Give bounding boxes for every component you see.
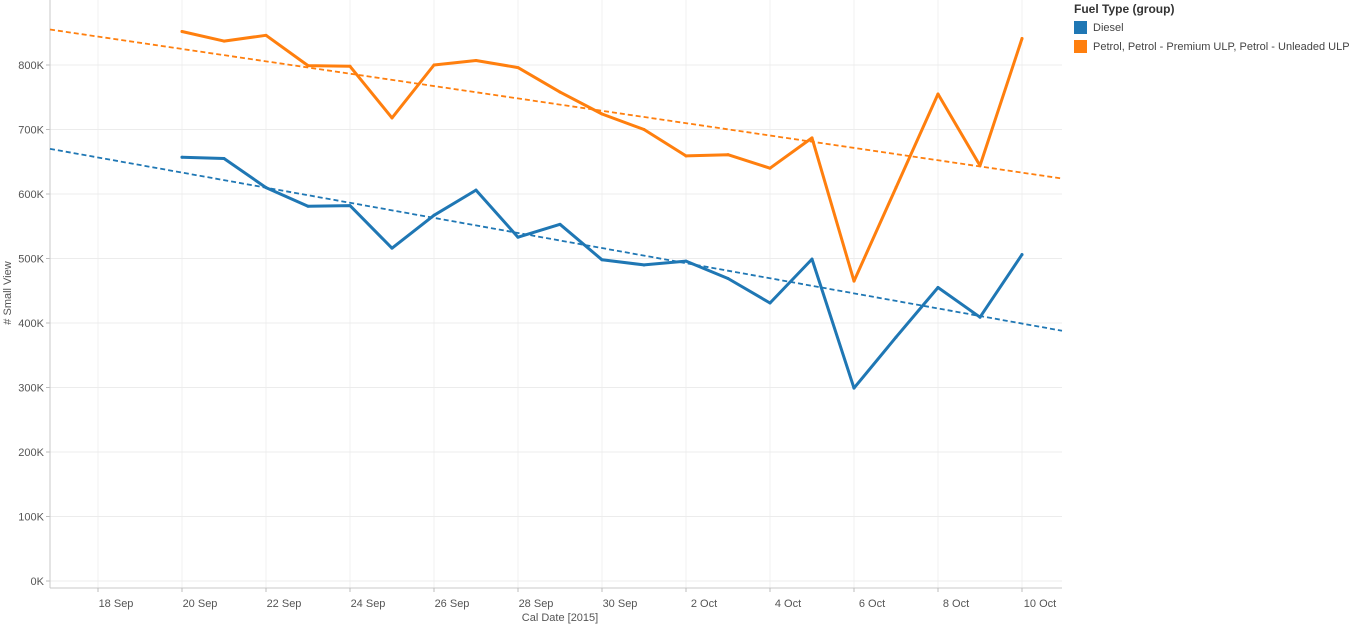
x-tick-label: 10 Oct	[1024, 598, 1056, 610]
data-point	[306, 64, 310, 68]
data-point	[516, 66, 520, 70]
data-point	[474, 58, 478, 62]
legend: Fuel Type (group) Diesel Petrol, Petrol …	[1074, 2, 1357, 56]
trend-line	[49, 147, 1063, 332]
data-point	[306, 204, 310, 208]
data-point	[978, 315, 982, 319]
data-point	[180, 29, 184, 33]
x-tick-label: 28 Sep	[519, 598, 554, 610]
data-point	[810, 136, 814, 140]
data-point	[768, 166, 772, 170]
y-tick-label: 700K	[18, 125, 44, 137]
data-point	[390, 246, 394, 250]
data-point	[894, 335, 898, 339]
y-tick-label: 200K	[18, 447, 44, 459]
x-tick-label: 20 Sep	[183, 598, 218, 610]
data-point	[810, 257, 814, 261]
data-point	[894, 186, 898, 190]
line-chart: 0K 100K 200K 300K 400K 500K 600K 700K 800K 18 Sep…	[2, 0, 1140, 624]
data-point	[936, 92, 940, 96]
y-tick-label: 600K	[18, 189, 44, 201]
data-point	[180, 155, 184, 159]
data-point	[474, 188, 478, 192]
data-point	[768, 301, 772, 305]
x-tick-label: 6 Oct	[859, 598, 885, 610]
y-tick-label: 100K	[18, 512, 44, 524]
data-point	[600, 112, 604, 116]
series-petrol	[49, 28, 1063, 283]
data-point	[264, 33, 268, 37]
y-tick-label: 500K	[18, 254, 44, 266]
data-point	[852, 386, 856, 390]
data-point	[432, 213, 436, 217]
data-point	[558, 222, 562, 226]
x-tick-label: 24 Sep	[351, 598, 386, 610]
data-point	[726, 276, 730, 280]
y-tick-label: 0K	[31, 576, 45, 588]
data-point	[264, 186, 268, 190]
legend-title: Fuel Type (group)	[1074, 2, 1175, 16]
data-point	[684, 259, 688, 263]
data-point	[1020, 37, 1024, 41]
data-point	[600, 258, 604, 262]
legend-label-petrol: Petrol, Petrol - Premium ULP, Petrol - U…	[1093, 40, 1350, 53]
legend-item-petrol[interactable]: Petrol, Petrol - Premium ULP, Petrol - U…	[1074, 37, 1357, 56]
data-point	[432, 63, 436, 67]
x-axis-title: Cal Date [2015]	[522, 612, 598, 624]
data-point	[558, 90, 562, 94]
data-point	[936, 286, 940, 290]
x-tick-label: 18 Sep	[99, 598, 134, 610]
x-tick-label: 2 Oct	[691, 598, 717, 610]
series-diesel	[49, 147, 1063, 390]
data-point	[726, 153, 730, 157]
data-point	[852, 279, 856, 283]
data-point	[516, 235, 520, 239]
chart-area: 0K 100K 200K 300K 400K 500K 600K 700K 800K 18 Sep…	[2, 0, 1140, 624]
legend-swatch-diesel	[1074, 21, 1087, 34]
data-point	[348, 64, 352, 68]
data-point	[684, 154, 688, 158]
y-tick-label: 800K	[18, 60, 44, 72]
x-tick-label: 26 Sep	[435, 598, 470, 610]
data-point	[642, 128, 646, 131]
x-tick-label: 8 Oct	[943, 598, 969, 610]
y-tick-label: 300K	[18, 383, 44, 395]
trend-line	[49, 28, 1063, 180]
data-point	[642, 263, 646, 267]
data-point	[222, 39, 226, 43]
legend-label-diesel: Diesel	[1093, 21, 1124, 34]
legend-item-diesel[interactable]: Diesel	[1074, 18, 1357, 37]
legend-swatch-petrol	[1074, 40, 1087, 53]
data-point	[222, 157, 226, 161]
y-tick-label: 400K	[18, 318, 44, 330]
data-point	[1020, 253, 1024, 257]
x-tick-label: 4 Oct	[775, 598, 801, 610]
y-axis-title: # Small View	[2, 261, 14, 324]
x-tick-label: 30 Sep	[603, 598, 638, 610]
x-tick-label: 22 Sep	[267, 598, 302, 610]
data-point	[390, 116, 394, 120]
data-point	[348, 204, 352, 208]
data-point	[978, 164, 982, 168]
